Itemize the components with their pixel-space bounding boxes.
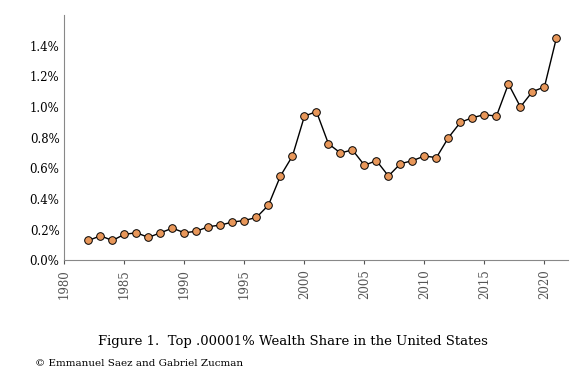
Point [192,228,201,234]
Point [252,214,261,220]
Point [288,153,297,159]
Point [360,162,369,168]
Point [156,230,165,236]
Point [347,147,357,153]
Point [216,222,225,228]
Point [420,153,429,159]
Text: Figure 1.  Top .00001% Wealth Share in the United States: Figure 1. Top .00001% Wealth Share in th… [98,335,488,348]
Point [468,115,477,121]
Point [408,158,417,164]
Point [204,224,213,230]
Point [552,35,561,41]
Text: © Emmanuel Saez and Gabriel Zucman: © Emmanuel Saez and Gabriel Zucman [35,359,243,368]
Point [120,231,129,237]
Point [300,113,309,119]
Point [372,158,381,164]
Point [180,230,189,236]
Point [228,219,237,225]
Point [240,218,249,224]
Point [264,202,273,208]
Point [492,113,501,119]
Point [96,233,105,239]
Point [540,84,549,90]
Point [480,112,489,118]
Point [396,161,405,167]
Point [84,237,93,243]
Point [132,230,141,236]
Point [444,135,453,141]
Point [504,81,513,87]
Point [312,109,321,115]
Point [336,150,345,156]
Point [516,104,525,110]
Point [456,119,465,125]
Point [276,173,285,179]
Point [168,225,177,231]
Point [384,173,393,179]
Point [108,237,117,243]
Point [528,89,537,94]
Point [432,155,441,161]
Point [144,234,153,240]
Point [323,141,333,147]
